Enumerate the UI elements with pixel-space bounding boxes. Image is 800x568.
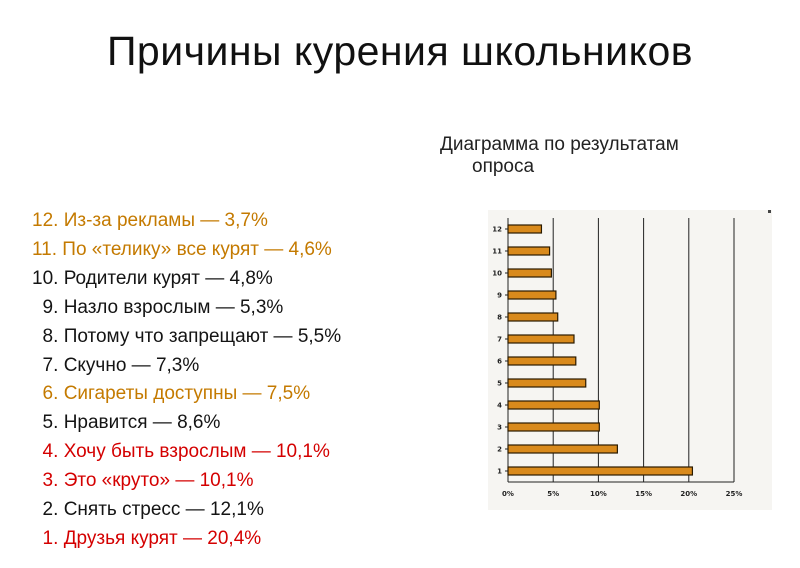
reason-number: 6. <box>37 383 59 405</box>
y-tick-label: 10 <box>492 270 502 278</box>
reason-number: 2. <box>37 499 59 521</box>
reason-text: Сигареты доступны — 7,5% <box>63 383 311 405</box>
reason-item: 4. Хочу быть взрослым — 10,1% <box>32 438 341 467</box>
y-tick-label: 6 <box>497 358 502 366</box>
x-tick-label: 20% <box>680 490 697 498</box>
bar-1 <box>507 466 694 476</box>
subtitle-line-2: опроса <box>472 156 535 177</box>
reason-item: 12. Из-за рекламы — 3,7% <box>32 207 341 236</box>
bar-10 <box>507 268 552 278</box>
y-tick-label: 3 <box>497 424 502 432</box>
bar-2 <box>507 444 618 454</box>
bar-7 <box>507 334 575 344</box>
bar-5 <box>507 378 587 388</box>
reason-item: 3. Это «круто» — 10,1% <box>32 467 341 496</box>
reason-item: 5. Нравится — 8,6% <box>32 409 341 438</box>
y-tick-label: 7 <box>497 336 502 344</box>
subtitle-line-1: Диаграмма по результатам <box>440 134 679 155</box>
reason-number: 1. <box>37 527 59 549</box>
y-tick-label: 1 <box>497 468 502 476</box>
x-tick-label: 0% <box>502 490 514 498</box>
reason-item: 6. Сигареты доступны — 7,5% <box>32 380 341 409</box>
reason-number: 3. <box>37 470 59 492</box>
bar-chart: 12 11 10 9 8 7 6 5 4 3 2 1 0% 5% 10% 15% 20% 25% <box>488 210 772 510</box>
reason-item: 1. Друзья курят — 20,4% <box>32 525 341 554</box>
y-tick-label: 2 <box>497 446 502 454</box>
slide-title: Причины курения школьников <box>106 28 694 74</box>
reason-number: 10. <box>32 267 59 289</box>
bar-3 <box>507 422 600 432</box>
reason-item: 9. Назло взрослым — 5,3% <box>32 294 341 323</box>
bar-6 <box>507 356 577 366</box>
reason-text: Назло взрослым — 5,3% <box>63 296 284 318</box>
bar-9 <box>507 290 557 300</box>
reason-text: Друзья курят — 20,4% <box>63 527 262 549</box>
reason-text: Это «круто» — 10,1% <box>63 470 254 492</box>
reason-item: 2. Снять стресс — 12,1% <box>32 496 341 525</box>
reason-text: По «телику» все курят — 4,6% <box>62 238 332 260</box>
corner-mark <box>768 210 771 213</box>
reason-text: Потому что запрещают — 5,5% <box>63 325 342 347</box>
x-tick-label: 5% <box>547 490 559 498</box>
reason-text: Родители курят — 4,8% <box>63 267 273 289</box>
x-tick-label: 10% <box>590 490 607 498</box>
reason-number: 4. <box>37 441 59 463</box>
y-tick-label: 8 <box>497 314 502 322</box>
reasons-list: 12. Из-за рекламы — 3,7% 11. По «телику»… <box>32 207 341 554</box>
y-tick-label: 11 <box>492 248 502 256</box>
bar-4 <box>507 400 600 410</box>
reason-item: 10. Родители курят — 4,8% <box>32 265 341 294</box>
reason-number: 9. <box>37 296 59 318</box>
x-tick-label: 25% <box>726 490 743 498</box>
chart-subtitle: Диаграмма по результатам опроса <box>440 134 770 178</box>
reason-number: 5. <box>37 412 59 434</box>
reason-number: 8. <box>37 325 59 347</box>
reason-number: 11. <box>32 238 58 260</box>
reason-text: Хочу быть взрослым — 10,1% <box>63 441 330 463</box>
bar-12 <box>507 224 543 234</box>
bar-11 <box>507 246 551 256</box>
y-tick-label: 9 <box>497 292 502 300</box>
reason-number: 7. <box>37 354 59 376</box>
reason-item: 8. Потому что запрещают — 5,5% <box>32 323 342 352</box>
y-tick-label: 5 <box>497 380 502 388</box>
reason-number: 12. <box>32 210 59 231</box>
reason-text: Снять стресс — 12,1% <box>63 499 264 521</box>
reason-item: 11. По «телику» все курят — 4,6% <box>32 236 341 265</box>
y-tick-label: 12 <box>492 226 502 234</box>
y-tick-label: 4 <box>497 402 502 410</box>
x-tick-label: 15% <box>635 490 652 498</box>
reason-item: 7. Скучно — 7,3% <box>32 352 341 381</box>
reason-text: Нравится — 8,6% <box>63 412 221 434</box>
reason-text: Из-за рекламы — 3,7% <box>63 210 268 231</box>
bar-8 <box>507 312 559 322</box>
reason-text: Скучно — 7,3% <box>63 354 200 376</box>
